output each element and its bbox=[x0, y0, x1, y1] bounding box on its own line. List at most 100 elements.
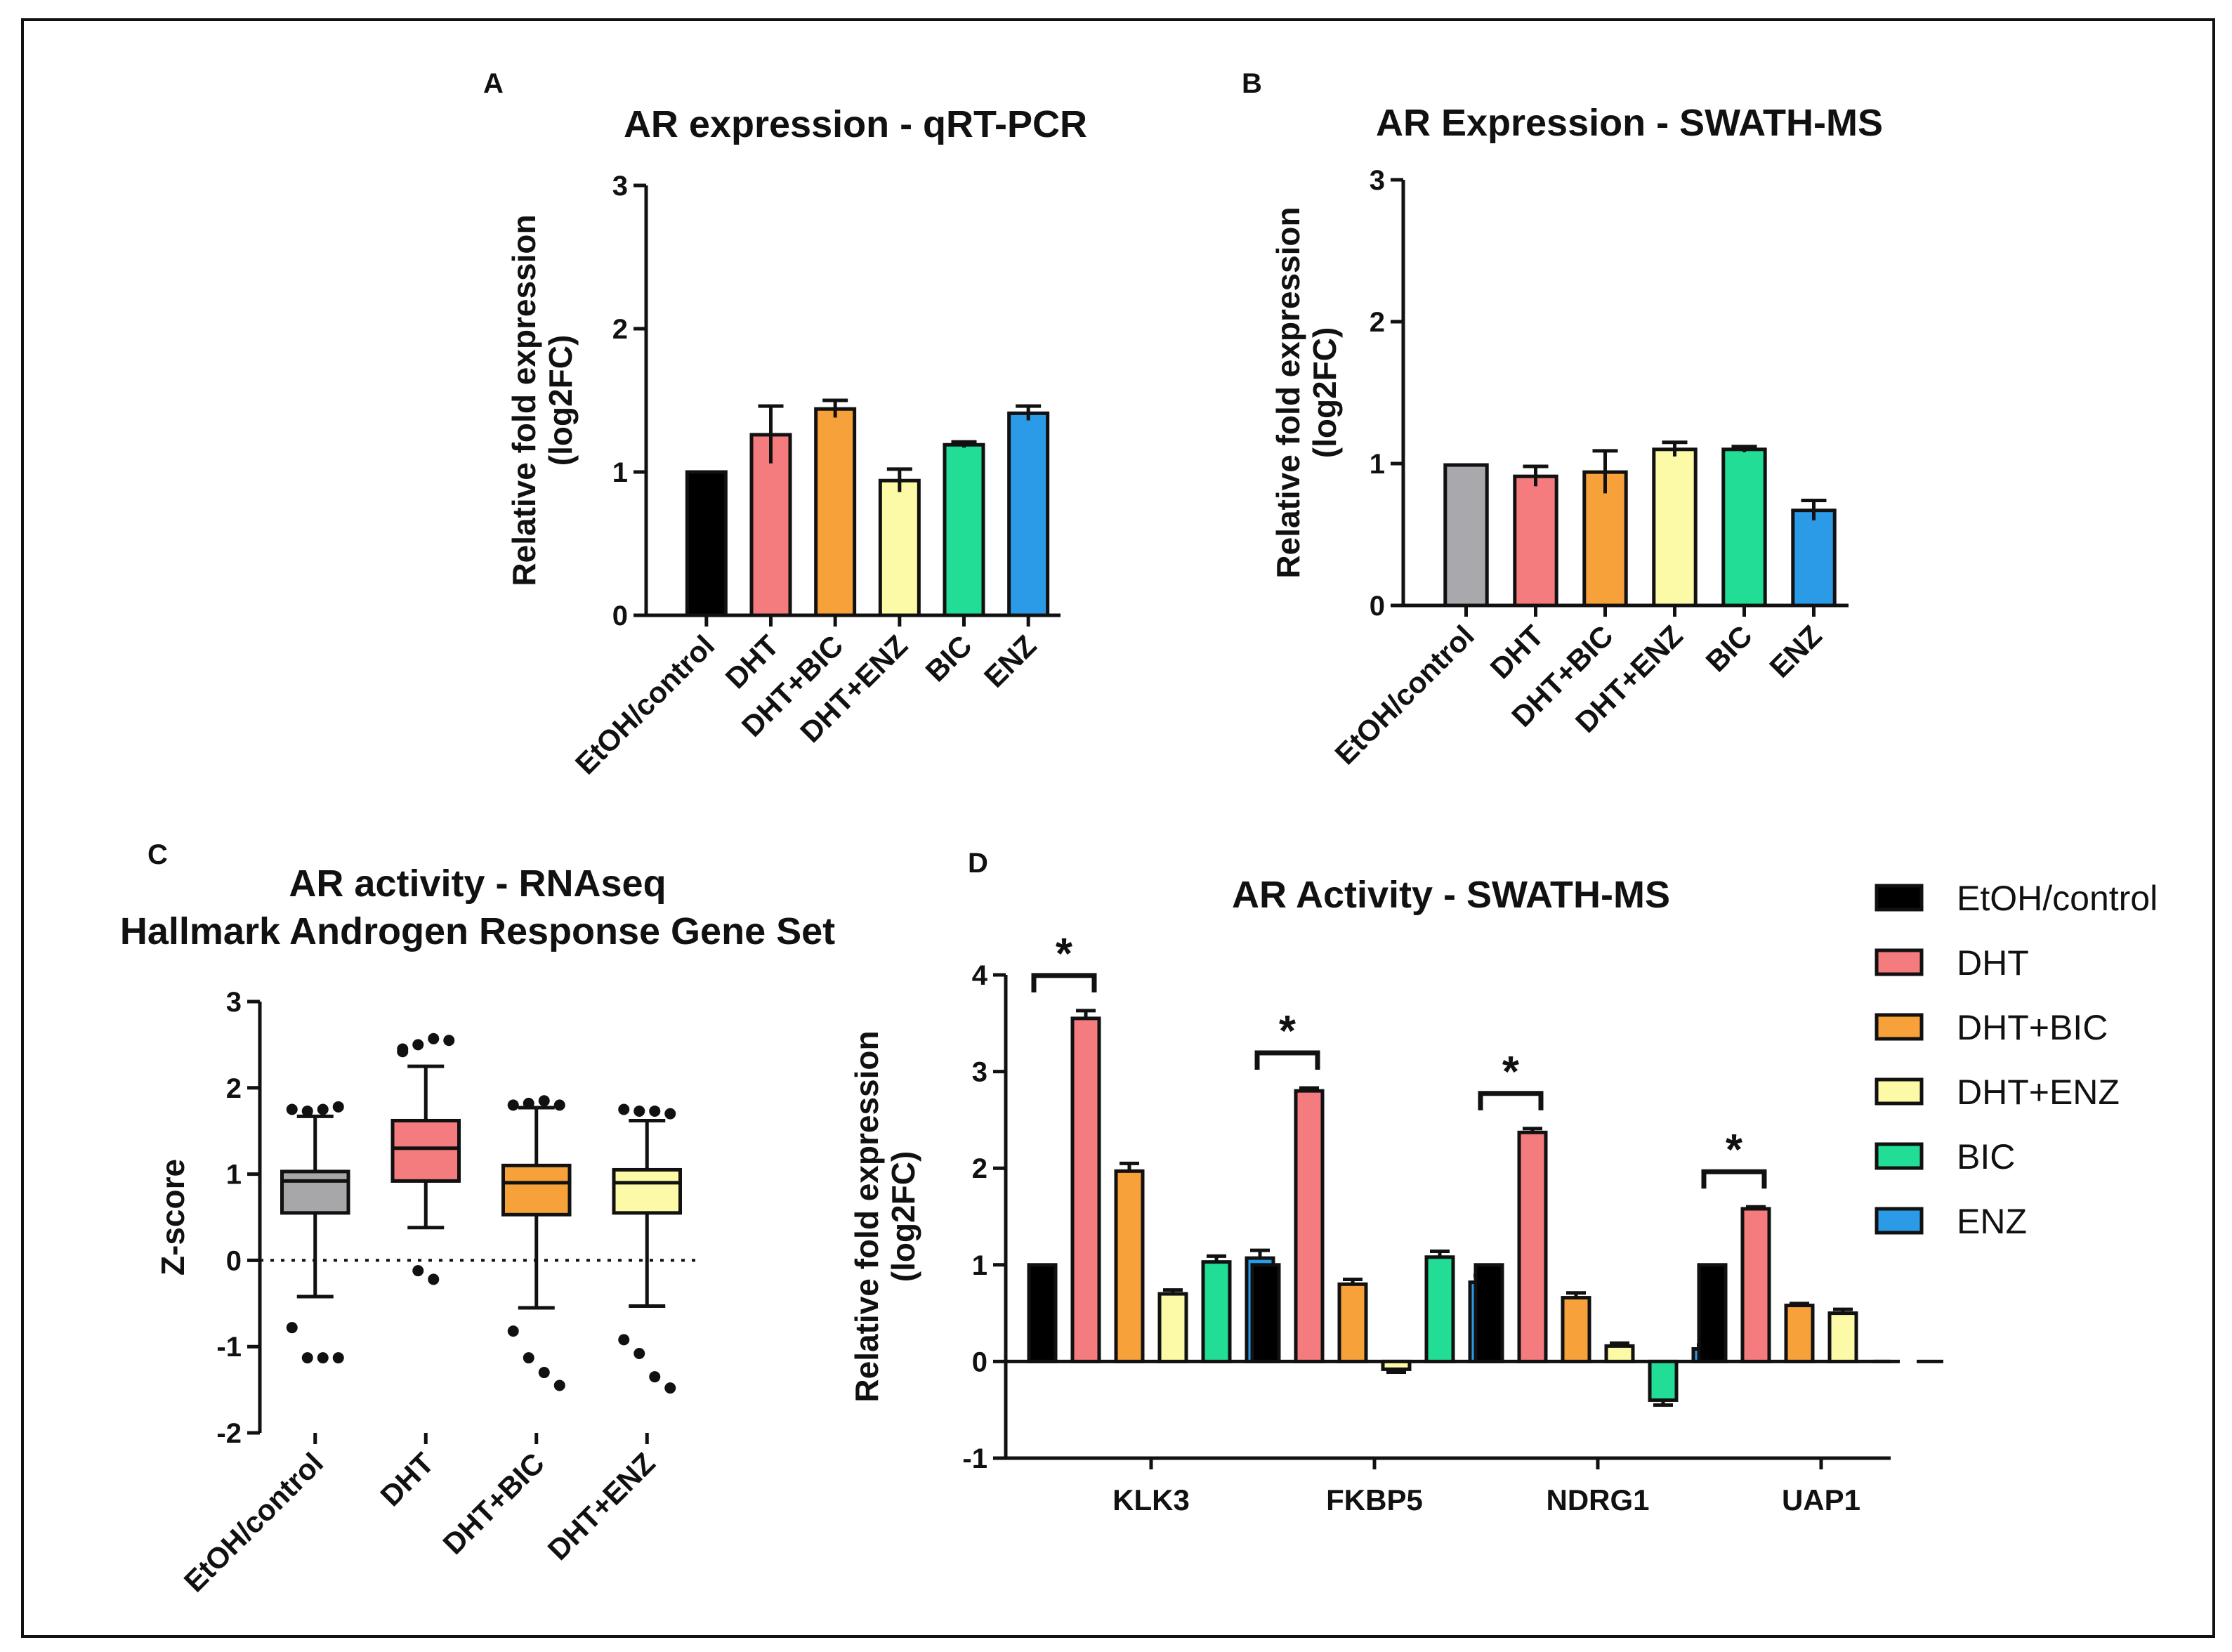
panel-b-category-label-etoh-control: EtOH/control bbox=[1328, 619, 1480, 771]
panel-c-outlier-dht-enz bbox=[649, 1371, 661, 1383]
panel-label-c: C bbox=[147, 839, 168, 870]
figure-frame bbox=[21, 18, 2215, 1638]
panel-a-y-axis-title: Relative fold expression(log2FC) bbox=[506, 214, 579, 586]
panel-d-significance-star-uap1: * bbox=[1726, 1126, 1743, 1174]
panel-b-bar-dht bbox=[1513, 474, 1558, 608]
panel-d-y-axis-title-line: Relative fold expression bbox=[848, 1030, 885, 1402]
panel-c-y-tick-label: 2 bbox=[226, 1073, 242, 1104]
panel-d-legend-swatch-bic bbox=[1875, 1142, 1924, 1170]
panel-b-y-tick-label: 3 bbox=[1370, 165, 1385, 196]
panel-a-title: AR expression - qRT-PCR bbox=[624, 103, 1087, 145]
panel-d-y-tick-label: 1 bbox=[972, 1250, 987, 1281]
panel-c-outlier-dht bbox=[412, 1039, 424, 1051]
panel-c-outlier-dht-bic bbox=[553, 1099, 565, 1111]
panel-d-y-tick-label: -1 bbox=[962, 1443, 987, 1474]
panel-d-bar-uap1-dht-bic bbox=[1784, 1304, 1815, 1363]
panel-c-outlier-dht-bic bbox=[507, 1099, 519, 1111]
panel-c-outlier-dht bbox=[428, 1032, 440, 1044]
panel-c-title-line-1: AR activity - RNAseq bbox=[289, 863, 666, 905]
panel-c-outlier-etoh-control bbox=[286, 1322, 298, 1334]
panel-c-outlier-dht bbox=[443, 1035, 455, 1047]
panel-c-title-line-2: Hallmark Androgen Response Gene Set bbox=[120, 910, 835, 952]
panel-c-outlier-dht-bic bbox=[538, 1095, 550, 1107]
panel-b-category-label-enz: ENZ bbox=[1763, 619, 1828, 684]
panel-a-bar-dht-bic bbox=[814, 407, 857, 617]
panel-d-bar-klk3-etoh-control bbox=[1027, 1263, 1058, 1363]
panel-d-bar-ndrg1-dht-enz bbox=[1604, 1344, 1635, 1363]
panel-label-a: A bbox=[483, 68, 504, 99]
panel-c-outlier-dht-enz bbox=[618, 1334, 630, 1346]
panel-d-bar-fkbp5-dht-enz bbox=[1381, 1359, 1412, 1371]
panel-d-legend-label-bic: BIC bbox=[1957, 1137, 2015, 1176]
panel-d-bar-fkbp5-etoh-control bbox=[1250, 1263, 1281, 1363]
panel-b-title: AR Expression - SWATH-MS bbox=[1376, 102, 1883, 144]
panel-c-category-label-dht: DHT bbox=[374, 1446, 440, 1513]
panel-d-category-label-uap1: UAP1 bbox=[1782, 1483, 1860, 1516]
panel-a-category-label-enz: ENZ bbox=[978, 629, 1043, 694]
panel-a-y-tick-label: 1 bbox=[612, 457, 628, 488]
panel-d-significance-bracket-ndrg1 bbox=[1478, 1091, 1544, 1110]
panel-c-chart: AR activity - RNAseq Hallmark Androgen Re… bbox=[120, 863, 835, 1599]
panel-c-y-tick-label: 0 bbox=[226, 1245, 242, 1276]
panel-d-bar-klk3-dht-enz bbox=[1157, 1292, 1188, 1363]
panel-d-y-tick-label: 3 bbox=[972, 1057, 987, 1088]
panel-c-outlier-dht-enz bbox=[634, 1105, 645, 1117]
panel-c-outlier-dht-enz bbox=[634, 1348, 645, 1360]
panel-c-box-dht-enz bbox=[612, 1167, 682, 1215]
panel-a-y-axis-title-line: (log2FC) bbox=[542, 335, 579, 466]
panel-c-outlier-dht bbox=[412, 1265, 424, 1277]
panel-b-bar-bic bbox=[1721, 447, 1767, 608]
panel-d-legend-label-dht: DHT bbox=[1957, 943, 2029, 983]
panel-d-bar-fkbp5-dht bbox=[1294, 1089, 1325, 1363]
panel-a-bar-etoh-control bbox=[685, 470, 728, 617]
panel-d-legend-label-etoh-control: EtOH/control bbox=[1957, 879, 2158, 918]
panel-d-bar-ndrg1-etoh-control bbox=[1473, 1263, 1504, 1363]
panel-d-legend-label-dht-bic: DHT+BIC bbox=[1957, 1008, 2108, 1047]
panel-d-bar-klk3-dht bbox=[1070, 1016, 1101, 1363]
panel-d-significance-star-klk3: * bbox=[1056, 930, 1073, 978]
panel-a-chart: AR expression - qRT-PCR Relative fold exp… bbox=[506, 103, 1087, 781]
panel-label-d: D bbox=[968, 848, 988, 879]
panel-c-y-tick-label: 1 bbox=[226, 1160, 242, 1191]
panel-d-category-label-klk3: KLK3 bbox=[1112, 1483, 1190, 1516]
panel-c-box-etoh-control bbox=[280, 1169, 350, 1215]
panel-b-y-tick-label: 2 bbox=[1370, 307, 1385, 338]
panel-d-legend-label-enz: ENZ bbox=[1957, 1202, 2027, 1241]
panel-d-category-label-fkbp5: FKBP5 bbox=[1326, 1483, 1423, 1516]
panel-c-outlier-dht-enz bbox=[664, 1382, 676, 1394]
panel-d-bar-fkbp5-bic bbox=[1424, 1255, 1455, 1363]
panel-c-outlier-dht-bic bbox=[523, 1097, 534, 1109]
panel-d-y-tick-label: 4 bbox=[972, 960, 988, 991]
panel-c-category-label-dht-enz: DHT+ENZ bbox=[541, 1446, 662, 1566]
panel-d-bar-ndrg1-bic bbox=[1648, 1359, 1679, 1402]
panel-c-outlier-etoh-control bbox=[317, 1352, 329, 1364]
panel-d-significance-star-fkbp5: * bbox=[1279, 1007, 1296, 1056]
panel-c-outlier-etoh-control bbox=[332, 1101, 344, 1113]
panel-b-bar-enz bbox=[1791, 509, 1837, 608]
panel-label-b: B bbox=[1242, 68, 1262, 99]
panel-c-box-dht-bic bbox=[501, 1163, 572, 1217]
panel-b-chart: AR Expression - SWATH-MS Relative fold ex… bbox=[1270, 102, 1883, 771]
panel-c-outlier-dht-enz bbox=[664, 1108, 676, 1120]
panel-d-bar-klk3-dht-bic bbox=[1114, 1169, 1145, 1363]
panel-d-bar-uap1-dht-enz bbox=[1827, 1311, 1858, 1363]
panel-c-outlier-dht bbox=[397, 1043, 409, 1055]
panel-d-bar-klk3-bic bbox=[1201, 1260, 1232, 1363]
panel-c-y-tick-label: -1 bbox=[216, 1332, 242, 1363]
panel-c-outlier-dht-bic bbox=[553, 1379, 565, 1391]
panel-d-legend-label-dht-enz: DHT+ENZ bbox=[1957, 1073, 2120, 1112]
panel-d-y-tick-label: 0 bbox=[972, 1346, 987, 1377]
panel-c-outlier-etoh-control bbox=[286, 1103, 298, 1115]
panel-d-significance-star-ndrg1: * bbox=[1502, 1048, 1520, 1096]
panel-c-y-tick-label: 3 bbox=[226, 987, 242, 1018]
panel-a-y-tick-label: 0 bbox=[612, 601, 628, 631]
panel-c-outlier-dht-enz bbox=[618, 1103, 630, 1115]
panel-c-y-axis-title: Z-score bbox=[155, 1159, 191, 1276]
panel-a-y-axis-title-line: Relative fold expression bbox=[506, 214, 542, 586]
panel-d-y-tick-label: 2 bbox=[972, 1153, 987, 1184]
panel-a-bar-enz bbox=[1007, 411, 1050, 617]
panel-b-category-label-bic: BIC bbox=[1699, 619, 1758, 678]
panel-c-outlier-etoh-control bbox=[332, 1352, 344, 1364]
